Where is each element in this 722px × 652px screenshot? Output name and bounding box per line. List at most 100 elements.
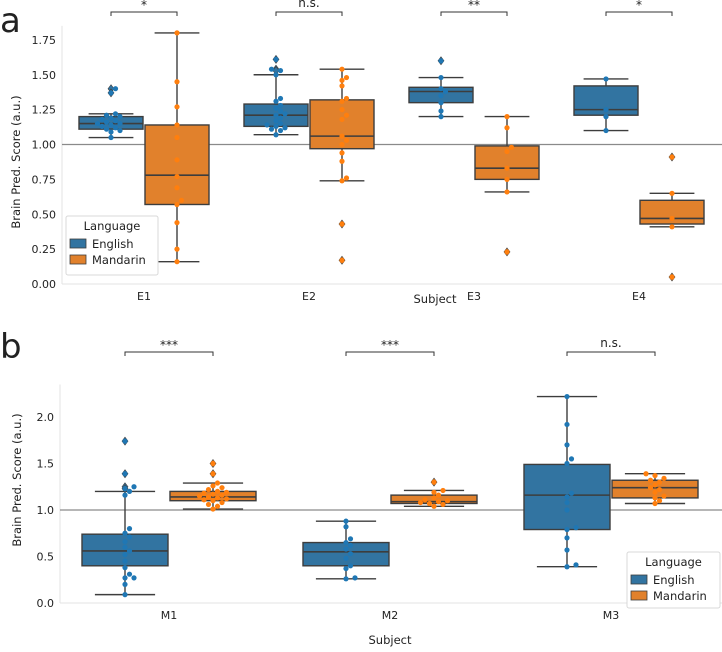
data-point [564, 535, 570, 541]
data-point [174, 259, 180, 265]
data-point [435, 492, 442, 498]
x-tick-label: M3 [603, 609, 620, 622]
data-point [210, 506, 216, 512]
data-point [94, 120, 101, 127]
data-point [343, 524, 349, 530]
box-english-E3 [408, 56, 474, 120]
legend-title: Language [84, 219, 141, 233]
data-point [277, 127, 284, 134]
data-point [174, 30, 180, 36]
data-point [339, 133, 345, 139]
data-point [347, 536, 354, 542]
data-point [201, 490, 207, 496]
data-point [343, 137, 350, 143]
data-point [431, 489, 437, 495]
legend-swatch-english [630, 574, 648, 585]
data-point [504, 165, 510, 171]
data-point [504, 249, 510, 255]
data-point [669, 274, 675, 280]
data-point [219, 492, 225, 498]
data-point [652, 472, 658, 479]
data-point [564, 526, 570, 533]
legend-label-mandarin: Mandarin [653, 589, 707, 603]
data-point [214, 495, 221, 501]
data-point [603, 114, 609, 120]
data-point [277, 115, 284, 121]
data-point [573, 525, 579, 531]
data-point [669, 154, 675, 160]
data-point [282, 125, 288, 131]
data-point [126, 571, 133, 577]
significance-bracket [110, 11, 178, 16]
data-point [504, 114, 510, 120]
data-point [273, 123, 279, 129]
data-point [264, 122, 270, 128]
data-point [122, 558, 128, 564]
legend-swatch-mandarin [630, 590, 648, 601]
data-point [343, 518, 349, 524]
data-point [108, 134, 114, 141]
y-tick-label: 2.0 [37, 411, 55, 424]
y-tick-label: 1.00 [32, 139, 57, 152]
data-point [122, 592, 128, 598]
data-point [647, 485, 654, 491]
y-tick-label: 0.25 [32, 243, 57, 256]
data-point [442, 88, 449, 95]
data-point [652, 495, 658, 501]
data-point [277, 108, 284, 114]
data-point [277, 102, 284, 109]
data-point [661, 475, 667, 481]
data-point [174, 122, 180, 128]
significance-bracket [275, 11, 343, 16]
data-point [174, 104, 180, 110]
data-point [347, 542, 354, 548]
data-point [339, 221, 345, 227]
data-point [214, 480, 221, 486]
data-point [174, 79, 180, 85]
data-point [103, 112, 110, 118]
data-point [273, 56, 279, 63]
data-point [117, 120, 123, 127]
data-point [223, 489, 230, 495]
y-tick-label: 0.00 [32, 278, 57, 291]
data-point [564, 564, 570, 570]
data-point [435, 499, 442, 505]
data-point [174, 246, 180, 252]
data-point [347, 551, 354, 557]
x-tick-label: E4 [632, 290, 646, 303]
x-tick-label: M1 [161, 609, 178, 622]
data-point [273, 98, 279, 104]
data-point [174, 220, 180, 226]
data-point [669, 224, 675, 230]
x-axis-label: Subject [369, 633, 412, 647]
data-point [122, 581, 128, 588]
data-point [122, 575, 128, 581]
data-point [117, 127, 123, 134]
panel-label: a [0, 1, 21, 41]
data-point [438, 74, 444, 81]
significance-bracket [345, 351, 435, 356]
data-point [426, 500, 433, 507]
box-english-M1 [81, 436, 169, 598]
data-point [219, 499, 225, 506]
data-point [339, 83, 345, 89]
data-point [568, 456, 575, 462]
data-point [131, 575, 137, 581]
data-point [282, 111, 288, 117]
data-point [122, 565, 128, 571]
data-point [108, 115, 114, 121]
legend-title: Language [645, 555, 702, 569]
box-mandarin-M3 [611, 471, 699, 507]
data-point [205, 486, 212, 493]
data-point [126, 534, 133, 540]
data-point [205, 501, 212, 508]
x-tick-label: E3 [467, 290, 481, 303]
data-point [603, 76, 609, 82]
significance-bracket [440, 11, 508, 16]
data-point [99, 116, 105, 122]
data-point [99, 123, 105, 129]
data-point [417, 499, 424, 506]
data-point [103, 126, 110, 132]
data-point [564, 494, 570, 500]
